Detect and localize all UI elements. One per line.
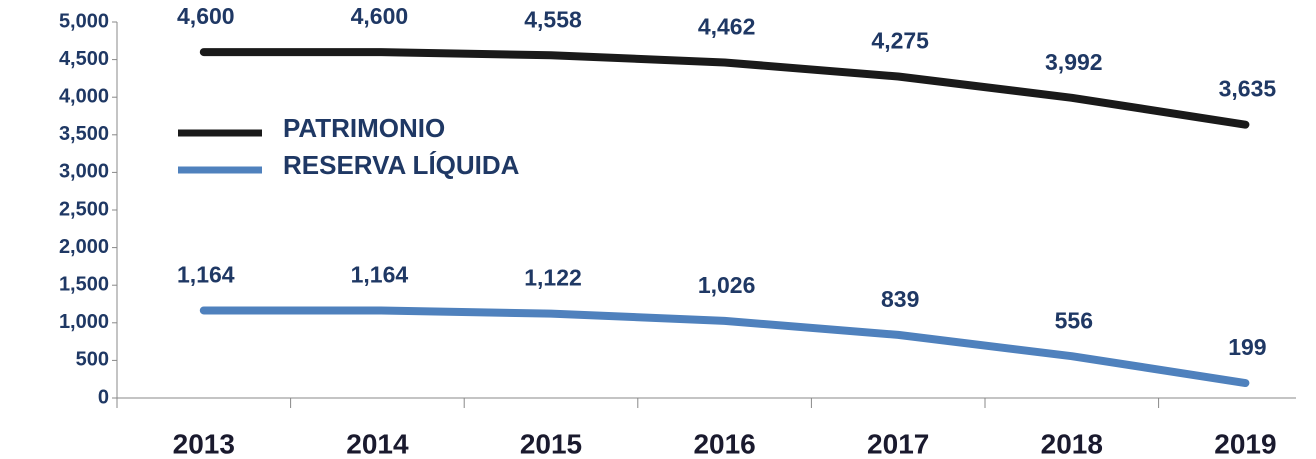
y-tick-label: 3,500 xyxy=(59,123,109,145)
data-label: 1,164 xyxy=(177,262,235,288)
data-label: 4,558 xyxy=(524,6,582,32)
x-tick-label: 2019 xyxy=(1214,428,1276,459)
legend-label: RESERVA LÍQUIDA xyxy=(283,150,520,180)
y-tick-label: 1,000 xyxy=(59,311,109,333)
x-tick-label: 2017 xyxy=(867,428,929,459)
series-line xyxy=(199,48,1250,129)
data-label: 1,026 xyxy=(698,272,756,298)
x-tick-label: 2015 xyxy=(520,428,582,459)
data-label: 3,635 xyxy=(1219,76,1277,102)
y-tick-label: 1,500 xyxy=(59,273,109,295)
y-tick-label: 500 xyxy=(76,349,109,371)
data-label: 839 xyxy=(881,286,919,312)
x-tick-label: 2014 xyxy=(346,428,409,459)
data-label: 1,164 xyxy=(351,262,409,288)
x-tick-label: 2018 xyxy=(1041,428,1103,459)
series-line xyxy=(199,306,1250,388)
data-label: 1,122 xyxy=(524,265,582,291)
data-label: 4,462 xyxy=(698,14,756,40)
data-label: 556 xyxy=(1055,307,1093,333)
y-tick-label: 2,000 xyxy=(59,236,109,258)
y-tick-label: 3,000 xyxy=(59,161,109,183)
y-tick-label: 4,500 xyxy=(59,48,109,70)
data-label: 199 xyxy=(1228,334,1266,360)
y-tick-label: 0 xyxy=(98,386,109,408)
legend-label: PATRIMONIO xyxy=(283,113,445,143)
y-tick-label: 4,000 xyxy=(59,85,109,107)
data-label: 3,992 xyxy=(1045,49,1103,75)
x-tick-label: 2013 xyxy=(173,428,235,459)
data-label: 4,275 xyxy=(871,28,929,54)
y-tick-label: 2,500 xyxy=(59,198,109,220)
data-label: 4,600 xyxy=(351,3,409,29)
x-tick-label: 2016 xyxy=(693,428,755,459)
data-label: 4,600 xyxy=(177,3,235,29)
y-tick-label: 5,000 xyxy=(59,10,109,32)
